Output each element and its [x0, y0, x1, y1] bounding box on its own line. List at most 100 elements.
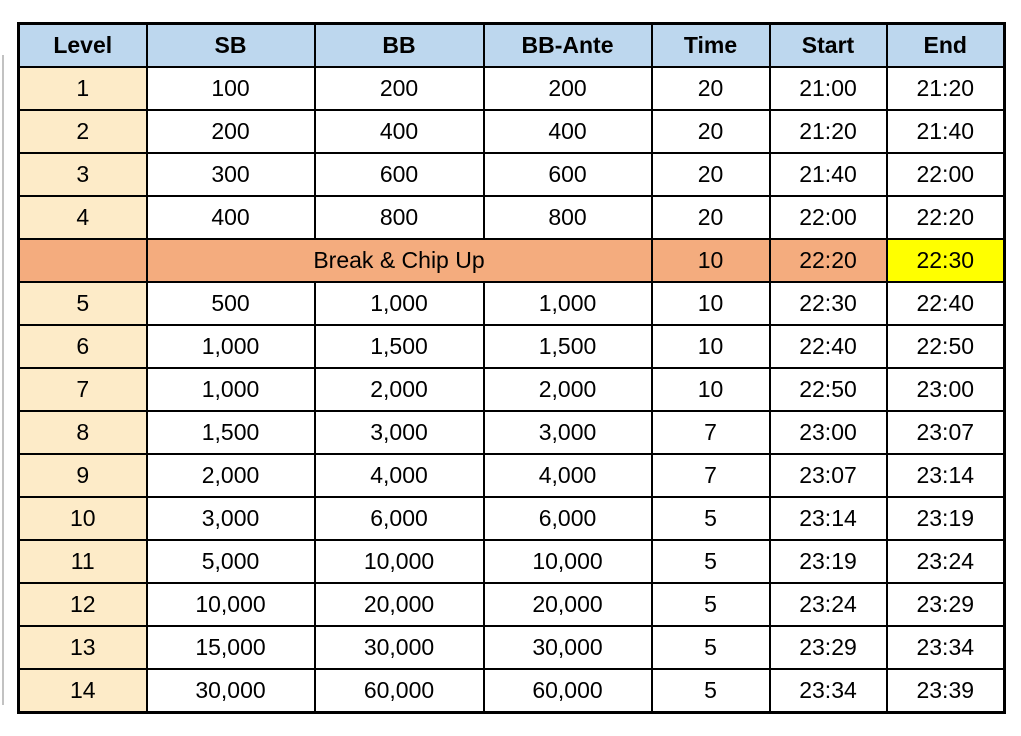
table-header: Level SB BB BB-Ante Time Start End: [17, 22, 1006, 68]
table-body: 1 100 200 200 20 21:00 21:20 2 200 400 400 20 21:20 2…: [17, 66, 1006, 714]
time-cell: 20: [650, 152, 771, 197]
sb-cell: 5,000: [145, 539, 316, 584]
bb-ante-cell: 3,000: [482, 410, 653, 455]
sb-cell: 300: [145, 152, 316, 197]
start-cell: 22:00: [768, 195, 888, 240]
start-cell: 23:07: [768, 453, 888, 498]
bb-cell: 200: [313, 66, 485, 111]
bb-ante-cell: 1,000: [482, 281, 653, 326]
start-cell: 22:30: [768, 281, 888, 326]
bb-cell: 2,000: [313, 367, 485, 412]
bb-cell: 20,000: [313, 582, 485, 627]
end-cell: 22:20: [885, 195, 1006, 240]
time-cell: 20: [650, 109, 771, 154]
bb-ante-cell: 10,000: [482, 539, 653, 584]
end-cell: 23:14: [885, 453, 1006, 498]
start-cell: 23:34: [768, 668, 888, 714]
start-cell: 21:00: [768, 66, 888, 111]
table-row: 9 2,000 4,000 4,000 7 23:07 23:14: [17, 453, 1006, 498]
bb-cell: 600: [313, 152, 485, 197]
level-cell: 7: [17, 367, 148, 412]
start-cell: 22:20: [768, 238, 888, 283]
end-cell: 22:00: [885, 152, 1006, 197]
time-cell: 7: [650, 453, 771, 498]
bb-ante-cell: 4,000: [482, 453, 653, 498]
bb-ante-cell: 400: [482, 109, 653, 154]
start-cell: 22:50: [768, 367, 888, 412]
sb-cell: 400: [145, 195, 316, 240]
header-bb-ante: BB-Ante: [482, 22, 653, 68]
start-cell: 21:20: [768, 109, 888, 154]
table-row: 2 200 400 400 20 21:20 21:40: [17, 109, 1006, 154]
bb-cell: 60,000: [313, 668, 485, 714]
level-cell: 3: [17, 152, 148, 197]
end-cell: 22:50: [885, 324, 1006, 369]
bb-ante-cell: 800: [482, 195, 653, 240]
level-cell: 4: [17, 195, 148, 240]
sb-cell: 1,000: [145, 324, 316, 369]
end-cell: 23:39: [885, 668, 1006, 714]
sb-cell: 2,000: [145, 453, 316, 498]
time-cell: 5: [650, 539, 771, 584]
bb-ante-cell: 1,500: [482, 324, 653, 369]
table-row: 7 1,000 2,000 2,000 10 22:50 23:00: [17, 367, 1006, 412]
time-cell: 20: [650, 66, 771, 111]
time-cell: 10: [650, 367, 771, 412]
end-cell: 22:30: [885, 238, 1006, 283]
level-cell: 14: [17, 668, 148, 714]
break-row: Break & Chip Up 10 22:20 22:30: [17, 238, 1006, 283]
level-cell: 9: [17, 453, 148, 498]
bb-ante-cell: 6,000: [482, 496, 653, 541]
level-cell: 10: [17, 496, 148, 541]
table-row: 1 100 200 200 20 21:00 21:20: [17, 66, 1006, 111]
end-cell: 23:24: [885, 539, 1006, 584]
header-bb: BB: [313, 22, 485, 68]
header-start: Start: [768, 22, 888, 68]
sb-cell: 15,000: [145, 625, 316, 670]
end-cell: 21:20: [885, 66, 1006, 111]
end-cell: 23:00: [885, 367, 1006, 412]
screen-edge-artifact: [2, 55, 4, 705]
table-row: 13 15,000 30,000 30,000 5 23:29 23:34: [17, 625, 1006, 670]
end-cell: 23:07: [885, 410, 1006, 455]
sb-cell: 3,000: [145, 496, 316, 541]
header-row: Level SB BB BB-Ante Time Start End: [17, 22, 1006, 68]
table-row: 6 1,000 1,500 1,500 10 22:40 22:50: [17, 324, 1006, 369]
start-cell: 23:29: [768, 625, 888, 670]
level-cell: [17, 238, 148, 283]
sb-cell: 500: [145, 281, 316, 326]
level-cell: 11: [17, 539, 148, 584]
level-cell: 5: [17, 281, 148, 326]
time-cell: 5: [650, 496, 771, 541]
sb-cell: 30,000: [145, 668, 316, 714]
bb-cell: 1,500: [313, 324, 485, 369]
start-cell: 21:40: [768, 152, 888, 197]
table-row: 10 3,000 6,000 6,000 5 23:14 23:19: [17, 496, 1006, 541]
table-row: 5 500 1,000 1,000 10 22:30 22:40: [17, 281, 1006, 326]
header-time: Time: [650, 22, 771, 68]
end-cell: 23:29: [885, 582, 1006, 627]
bb-cell: 400: [313, 109, 485, 154]
end-cell: 23:34: [885, 625, 1006, 670]
level-cell: 1: [17, 66, 148, 111]
time-cell: 20: [650, 195, 771, 240]
start-cell: 23:14: [768, 496, 888, 541]
time-cell: 5: [650, 582, 771, 627]
time-cell: 10: [650, 238, 771, 283]
bb-cell: 800: [313, 195, 485, 240]
time-cell: 5: [650, 625, 771, 670]
table-row: 3 300 600 600 20 21:40 22:00: [17, 152, 1006, 197]
bb-cell: 10,000: [313, 539, 485, 584]
bb-ante-cell: 60,000: [482, 668, 653, 714]
break-label: Break & Chip Up: [145, 238, 653, 283]
bb-ante-cell: 600: [482, 152, 653, 197]
start-cell: 23:19: [768, 539, 888, 584]
sb-cell: 200: [145, 109, 316, 154]
time-cell: 7: [650, 410, 771, 455]
bb-ante-cell: 20,000: [482, 582, 653, 627]
sb-cell: 100: [145, 66, 316, 111]
level-cell: 6: [17, 324, 148, 369]
sb-cell: 10,000: [145, 582, 316, 627]
time-cell: 10: [650, 281, 771, 326]
